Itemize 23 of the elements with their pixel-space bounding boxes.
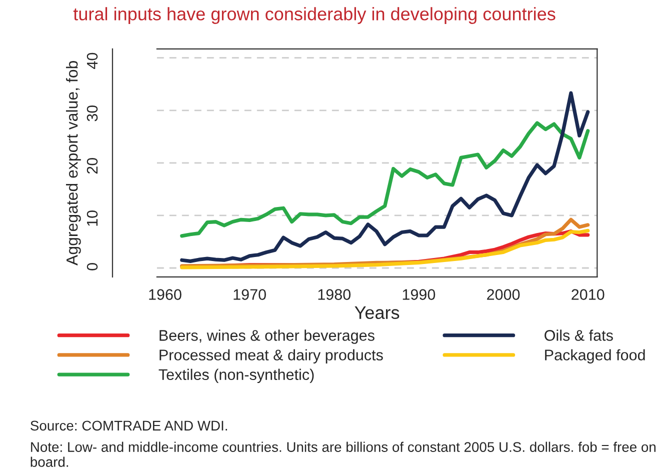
y-tick-label: 20 bbox=[86, 158, 98, 174]
legend-label: Oils & fats bbox=[544, 330, 613, 341]
x-axis-title: Years bbox=[354, 306, 400, 320]
legend-label: Beers, wines & other beverages bbox=[160, 330, 374, 344]
y-tick-label: 10 bbox=[86, 210, 98, 226]
x-tick-label: 1990 bbox=[402, 289, 436, 300]
line-series bbox=[180, 121, 590, 238]
y-tick-label: 0 bbox=[86, 263, 98, 270]
y-tick-label: 40 bbox=[86, 52, 98, 69]
source-note: Source: COMTRADE AND WDI. bbox=[30, 420, 227, 431]
x-tick-label: 2000 bbox=[487, 289, 520, 300]
y-axis-title: Aggregated export value, fob bbox=[66, 61, 81, 266]
x-tick-label: 1970 bbox=[234, 289, 266, 300]
x-tick-label: 2010 bbox=[572, 289, 604, 300]
chart-title: tural inputs have grown considerably in developing countries bbox=[73, 7, 556, 24]
y-tick-label: 30 bbox=[86, 105, 98, 122]
x-tick-label: 1980 bbox=[318, 289, 351, 300]
x-tick-label: 1960 bbox=[149, 289, 182, 300]
text: Note: Low- and middle-income countries. Units are billions of constant 2005 U.S. dollars. fob = free on board. bbox=[30, 442, 656, 467]
legend-label: Packaged food bbox=[545, 349, 645, 364]
legend-label: Processed meat & dairy products bbox=[160, 349, 383, 364]
line-series bbox=[180, 91, 590, 263]
legend-label: Textiles (non-synthetic) bbox=[158, 368, 314, 384]
